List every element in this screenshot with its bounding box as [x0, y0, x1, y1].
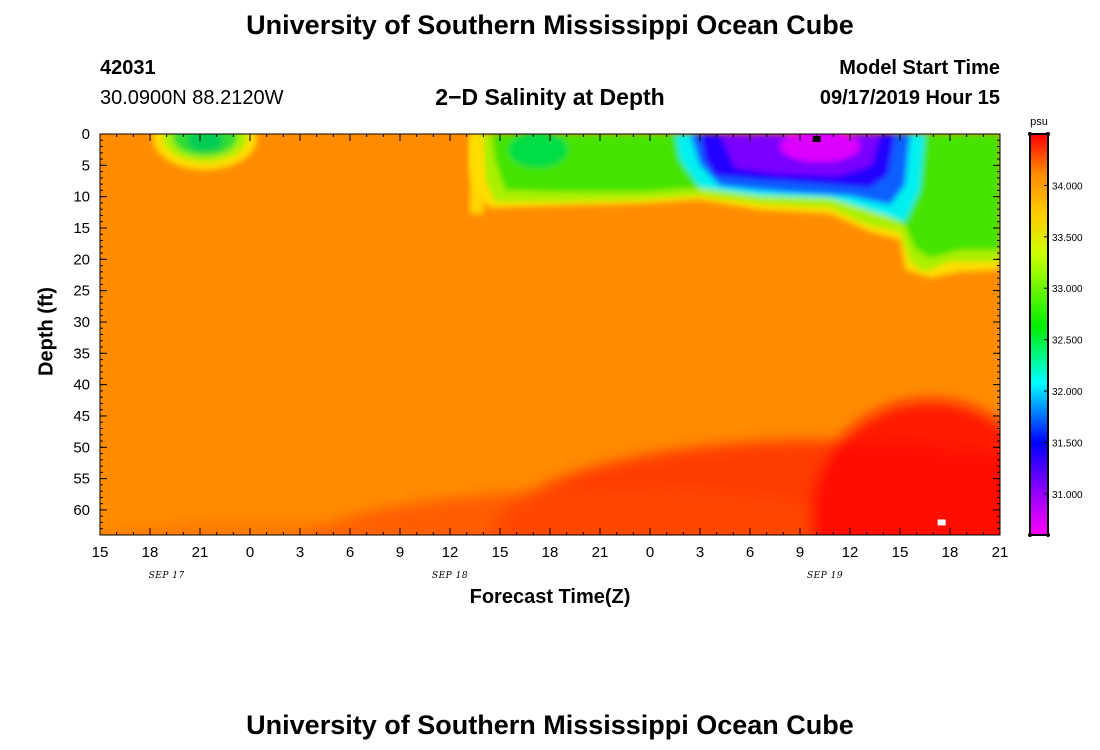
colorbar-tick-label: 33.500	[1052, 233, 1083, 244]
x-tick-label: 18	[142, 544, 159, 561]
x-tick-label: 18	[942, 544, 959, 561]
x-tick-label: 6	[746, 544, 754, 561]
y-tick-label: 25	[73, 283, 90, 300]
y-axis-label: Depth (ft)	[35, 287, 58, 376]
x-tick-label: 15	[892, 544, 909, 561]
salinity-heatmap	[100, 134, 1000, 535]
x-tick-label: 18	[542, 544, 559, 561]
x-date-label: SEP 19	[807, 571, 843, 581]
data-marker	[812, 136, 821, 143]
x-tick-label: 6	[346, 544, 354, 561]
y-tick-label: 60	[73, 502, 90, 519]
x-tick-label: 21	[192, 544, 209, 561]
colorbar-corner-dot	[1028, 533, 1032, 537]
x-tick-label: 15	[92, 544, 109, 561]
top-title: University of Southern Mississippi Ocean…	[246, 10, 854, 40]
station-coordinates: 30.0900N 88.2120W	[100, 87, 284, 109]
colorbar-unit: psu	[1030, 116, 1048, 128]
y-tick-label: 0	[82, 126, 90, 143]
y-tick-label: 35	[73, 345, 90, 362]
colorbar-tick-label: 31.000	[1052, 490, 1083, 501]
model-start-time: 09/17/2019 Hour 15	[819, 87, 1000, 109]
x-date-label: SEP 17	[149, 571, 185, 581]
colorbar-corner-dot	[1046, 533, 1050, 537]
y-tick-label: 30	[73, 314, 90, 331]
chart-title: 2−D Salinity at Depth	[435, 84, 665, 110]
station-id: 42031	[100, 57, 156, 79]
colorbar-tick-label: 34.000	[1052, 181, 1083, 192]
x-tick-label: 15	[492, 544, 509, 561]
x-tick-label: 0	[646, 544, 654, 561]
colorbar-tick-label: 31.500	[1052, 438, 1083, 449]
x-tick-label: 21	[592, 544, 609, 561]
colorbar-corner-dot	[1046, 132, 1050, 136]
x-tick-label: 3	[696, 544, 704, 561]
data-marker	[937, 519, 946, 526]
y-tick-label: 20	[73, 251, 90, 268]
x-axis-label: Forecast Time(Z)	[469, 586, 631, 608]
x-date-label: SEP 18	[432, 571, 468, 581]
x-tick-label: 12	[842, 544, 859, 561]
y-tick-label: 50	[73, 439, 90, 456]
y-tick-label: 15	[73, 220, 90, 237]
y-tick-label: 5	[82, 157, 90, 174]
y-tick-label: 45	[73, 408, 90, 425]
colorbar	[1029, 133, 1049, 536]
colorbar-corner-dot	[1028, 132, 1032, 136]
x-tick-label: 9	[796, 544, 804, 561]
colorbar-tick-label: 32.000	[1052, 387, 1083, 398]
bottom-title: University of Southern Mississippi Ocean…	[246, 710, 854, 740]
x-tick-label: 3	[296, 544, 304, 561]
x-tick-label: 21	[992, 544, 1009, 561]
model-start-label: Model Start Time	[839, 57, 1000, 79]
x-tick-label: 12	[442, 544, 459, 561]
y-tick-label: 55	[73, 471, 90, 488]
x-tick-label: 0	[246, 544, 254, 561]
y-tick-label: 10	[73, 189, 90, 206]
y-tick-label: 40	[73, 377, 90, 394]
colorbar-tick-label: 32.500	[1052, 336, 1083, 347]
x-tick-label: 9	[396, 544, 404, 561]
colorbar-tick-label: 33.000	[1052, 284, 1083, 295]
